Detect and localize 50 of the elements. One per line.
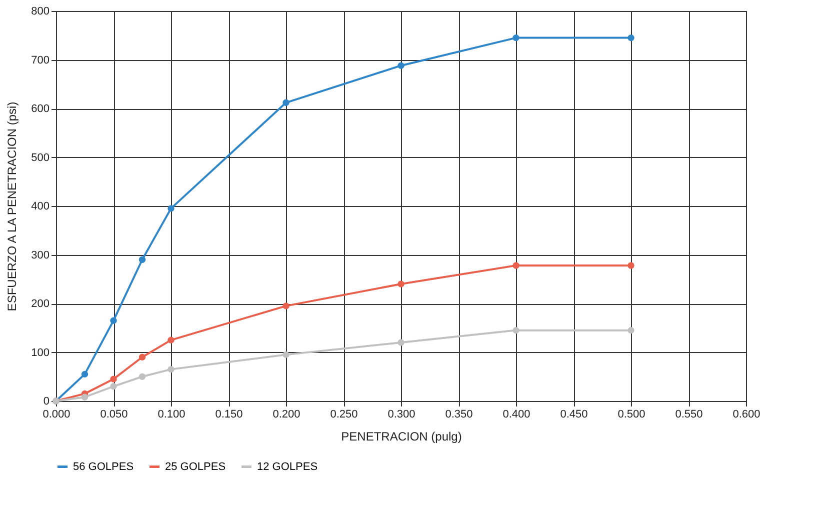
point (282, 351, 290, 358)
x-tick-label: 0.200 (272, 408, 300, 420)
legend-label: 56 GOLPES (73, 460, 134, 473)
y-tick-label: 400 (31, 200, 50, 212)
point (282, 99, 290, 106)
point (81, 394, 88, 400)
y-tick-label: 800 (31, 6, 50, 18)
legend-label: 12 GOLPES (257, 460, 318, 473)
point (398, 62, 404, 69)
y-tick-label: 500 (31, 152, 50, 164)
point (168, 366, 174, 373)
point (168, 205, 174, 212)
point (512, 34, 520, 42)
point (168, 336, 174, 344)
x-tick-label: 0.550 (675, 408, 703, 420)
x-tick-label: 0.350 (445, 408, 473, 420)
x-tick-label: 0.300 (388, 408, 416, 420)
y-tick-label: 700 (31, 54, 50, 66)
y-tick-label: 200 (31, 298, 50, 310)
point (628, 34, 634, 42)
point (138, 354, 146, 360)
x-tick-label: 0.450 (560, 408, 588, 420)
point (282, 302, 290, 310)
x-tick-label: 0.600 (732, 408, 760, 420)
point (110, 383, 117, 390)
x-tick-label: 0.000 (42, 408, 70, 420)
y-axis-title: ESFUERZO A LA PENETRACION (psi) (5, 102, 20, 312)
point (398, 280, 404, 288)
point (81, 370, 88, 378)
x-tick-label: 0.100 (158, 408, 186, 420)
y-tick-label: 0 (43, 396, 50, 408)
point (512, 262, 520, 269)
point (512, 326, 520, 334)
x-tick-label: 0.250 (330, 408, 358, 420)
x-tick-label: 0.500 (618, 408, 646, 420)
point (110, 376, 117, 382)
legend-label: 25 GOLPES (165, 460, 226, 473)
point (398, 339, 404, 346)
point (628, 262, 634, 269)
x-tick-label: 0.150 (215, 408, 243, 420)
y-tick-label: 100 (31, 346, 50, 359)
point (138, 256, 146, 263)
point (628, 326, 634, 334)
x-tick-label: 0.400 (502, 408, 530, 420)
y-tick-label: 600 (31, 103, 50, 115)
x-axis-title: PENETRACION (pulg) (341, 430, 462, 444)
point (138, 373, 146, 380)
x-tick-label: 0.050 (100, 408, 128, 420)
y-tick-label: 300 (31, 249, 50, 262)
point (110, 317, 117, 324)
